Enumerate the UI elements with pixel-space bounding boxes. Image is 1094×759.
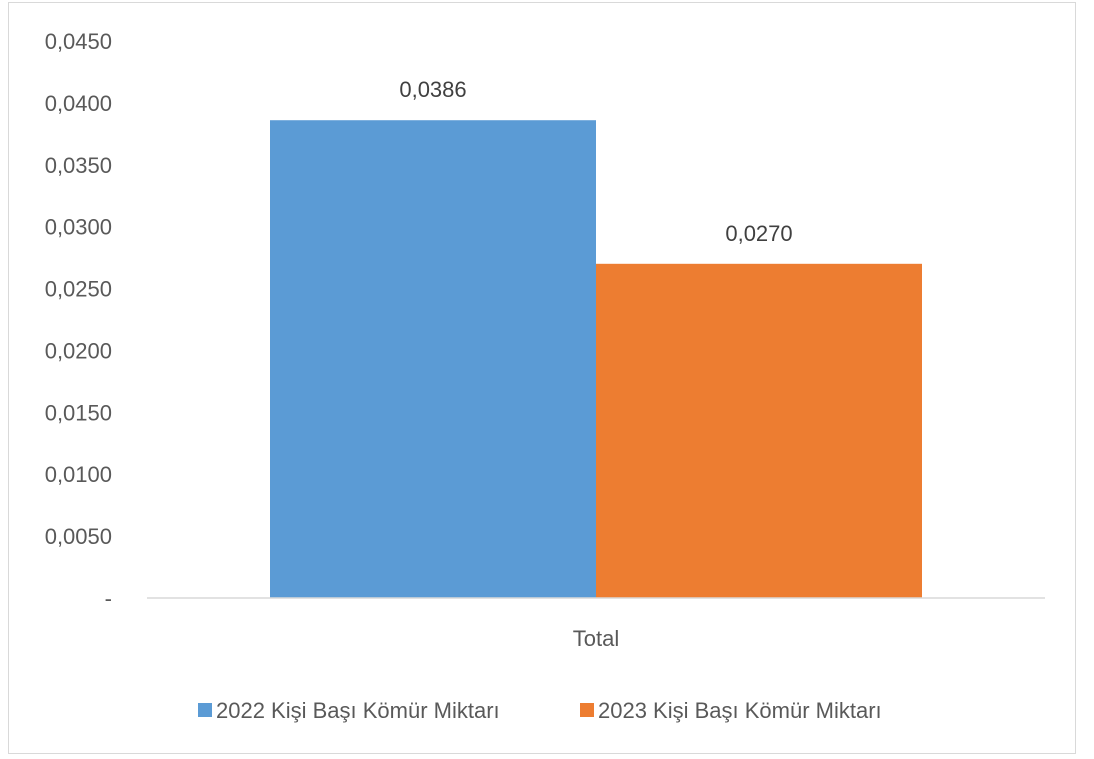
category-labels: Total — [573, 626, 619, 651]
bar-series-2 — [596, 263, 922, 598]
legend-swatch — [580, 703, 594, 717]
legend-label: 2022 Kişi Başı Kömür Miktarı — [216, 698, 500, 723]
y-axis-ticks: - 0,0050 0,0100 0,0150 0,0200 0,0250 0,0300 0,0… — [45, 29, 112, 611]
y-tick-label: 0,0050 — [45, 524, 112, 549]
legend-label: 2023 Kişi Başı Kömür Miktarı — [598, 698, 882, 723]
y-tick-label: 0,0450 — [45, 29, 112, 54]
bars — [270, 120, 922, 599]
legend: 2022 Kişi Başı Kömür Miktarı 2023 Kişi Ba… — [198, 698, 882, 723]
y-tick-label: 0,0350 — [45, 153, 112, 178]
y-tick-label: 0,0200 — [45, 338, 112, 363]
data-labels: 0,0386 0,0270 — [399, 77, 792, 246]
y-tick-label: - — [105, 586, 112, 611]
data-label: 0,0386 — [399, 77, 466, 102]
y-tick-label: 0,0250 — [45, 277, 112, 302]
bar-series-1 — [270, 120, 596, 599]
legend-swatch — [198, 703, 212, 717]
y-tick-label: 0,0150 — [45, 400, 112, 425]
data-label: 0,0270 — [725, 221, 792, 246]
y-tick-label: 0,0100 — [45, 462, 112, 487]
y-tick-label: 0,0300 — [45, 215, 112, 240]
y-tick-label: 0,0400 — [45, 91, 112, 116]
category-label: Total — [573, 626, 619, 651]
